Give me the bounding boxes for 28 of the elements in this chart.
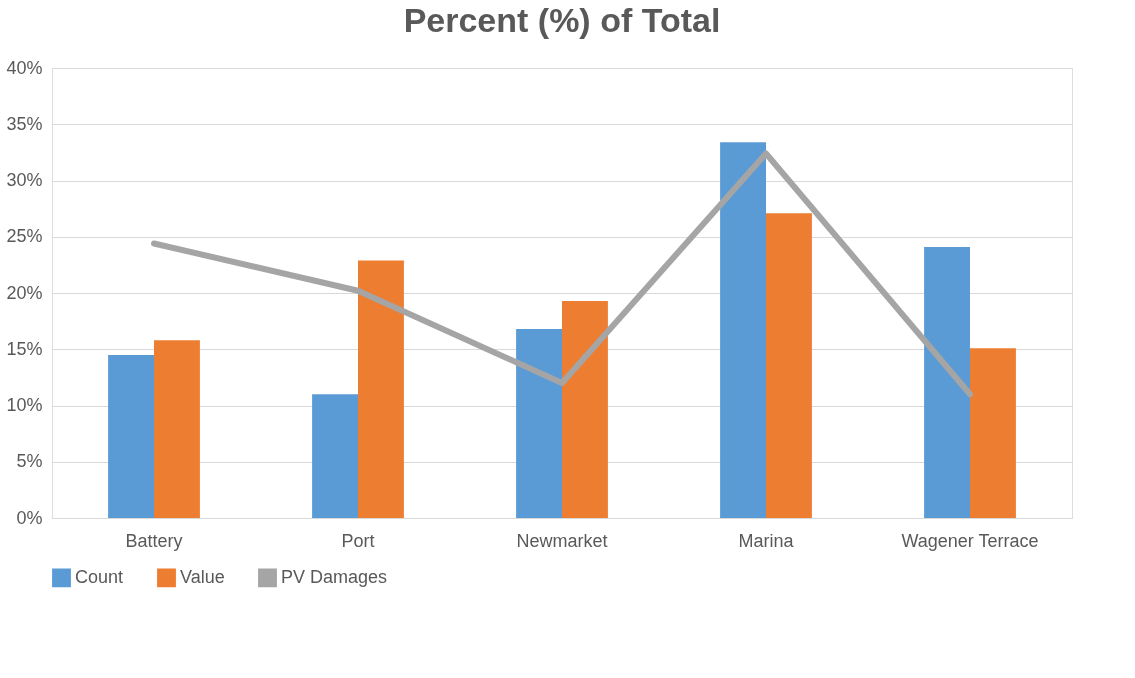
bar [108, 354, 154, 518]
y-tick-label: 30% [6, 170, 43, 190]
x-tick-label: Battery [125, 530, 183, 551]
y-tick-label: 35% [6, 113, 43, 134]
x-tick-label: Wagener Terrace [901, 530, 1039, 551]
bar [154, 340, 200, 518]
y-tick-label: 15% [6, 338, 43, 359]
y-tick-label: 5% [16, 451, 43, 472]
bar [766, 213, 812, 518]
y-tick-label: 20% [6, 282, 43, 303]
y-tick-label: 10% [6, 395, 43, 415]
bar [516, 329, 562, 518]
x-tick-label: Port [341, 530, 375, 551]
chart-title: Percent (%) of Total [403, 1, 721, 39]
x-tick-label: Marina [738, 530, 795, 551]
bar [562, 300, 608, 518]
bar [924, 246, 970, 518]
bar [970, 348, 1016, 518]
legend-label: Value [180, 566, 225, 587]
y-tick-label: 40% [6, 57, 43, 78]
bar [720, 142, 766, 518]
x-tick-label: Newmarket [516, 530, 608, 551]
legend-label: Count [75, 566, 124, 587]
legend-label: PV Damages [281, 566, 388, 587]
bar [358, 260, 404, 518]
bar [312, 394, 358, 518]
y-tick-label: 0% [16, 507, 43, 528]
y-tick-label: 25% [6, 226, 43, 247]
